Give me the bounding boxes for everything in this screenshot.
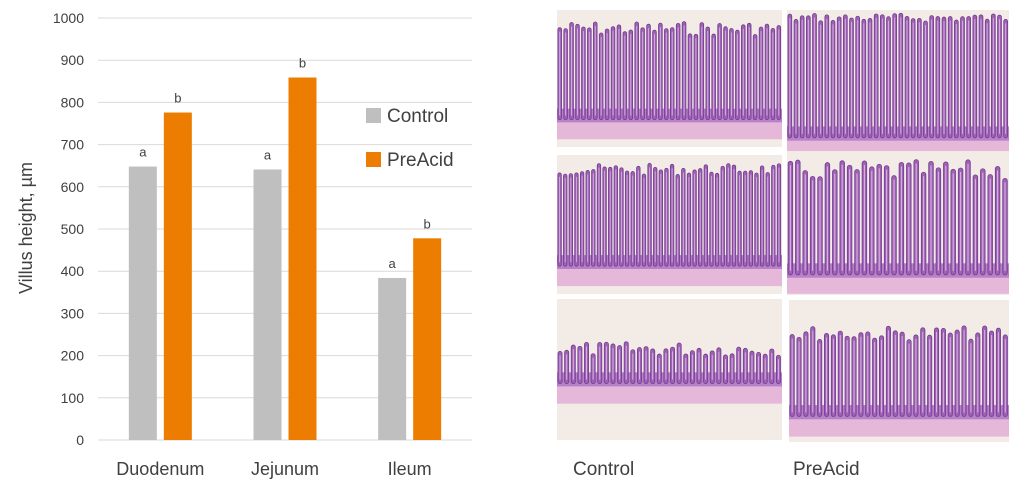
y-tick-label: 200: [61, 348, 85, 364]
y-tick-label: 700: [61, 137, 85, 153]
caption-control: Control: [573, 459, 635, 480]
category-label-jejunum: Jejunum: [251, 459, 319, 479]
y-tick-label: 800: [61, 94, 85, 110]
significance-letter: a: [389, 256, 397, 271]
gridlines: [98, 17, 472, 441]
x-axis-categories: Duodenum Jejunum Ileum: [116, 459, 431, 479]
y-tick-label: 900: [61, 52, 85, 68]
micrograph-preacid-ileum: [789, 300, 1009, 442]
significance-letter: b: [174, 91, 181, 106]
bar-preacid-duodenum: [163, 112, 192, 440]
bar-preacid-jejunum: [288, 77, 317, 440]
y-tick-label: 400: [61, 263, 85, 279]
bar-control-jejunum: [253, 169, 282, 441]
micrograph-control-duodenum: [557, 10, 782, 147]
bars: [128, 77, 442, 441]
y-axis-title: Villus height, µm: [16, 162, 36, 294]
legend-swatch-control: [366, 108, 381, 123]
y-axis-ticks: 0 100 200 300 400 500 600 700 800 900 1000: [53, 10, 84, 448]
y-tick-label: 0: [76, 432, 84, 448]
bar-control-duodenum: [128, 166, 157, 440]
significance-labels: a b a b a b: [139, 56, 431, 271]
legend-label-preacid: PreAcid: [387, 150, 454, 171]
category-label-ileum: Ileum: [388, 459, 432, 479]
significance-letter: a: [139, 145, 147, 160]
y-tick-label: 100: [61, 390, 85, 406]
significance-letter: b: [424, 216, 431, 231]
micrograph-preacid-jejunum: [787, 151, 1009, 295]
bar-preacid-ileum: [413, 238, 442, 440]
legend-swatch-preacid: [366, 152, 381, 167]
significance-letter: a: [264, 147, 272, 162]
significance-letter: b: [299, 56, 306, 71]
caption-preacid: PreAcid: [793, 459, 860, 480]
bar-control-ileum: [378, 277, 407, 440]
legend-label-control: Control: [387, 106, 448, 127]
micrograph-control-jejunum: [557, 155, 782, 294]
y-tick-label: 1000: [53, 10, 84, 26]
y-tick-label: 600: [61, 179, 85, 195]
y-tick-label: 300: [61, 305, 85, 321]
micrograph-preacid-duodenum: [787, 10, 1009, 152]
micrograph-control-ileum: [557, 299, 782, 440]
y-tick-label: 500: [61, 221, 85, 237]
legend: Control PreAcid: [366, 106, 454, 171]
category-label-duodenum: Duodenum: [116, 459, 204, 479]
